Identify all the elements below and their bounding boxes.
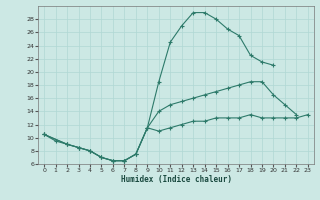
X-axis label: Humidex (Indice chaleur): Humidex (Indice chaleur) xyxy=(121,175,231,184)
